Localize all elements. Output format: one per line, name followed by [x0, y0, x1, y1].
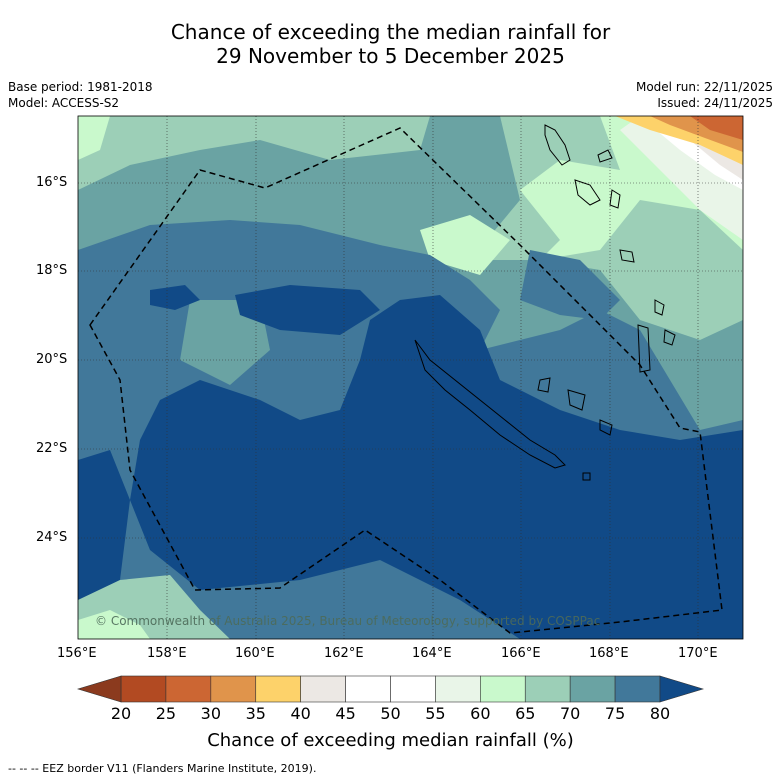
colorbar-tick-40: 40	[290, 704, 311, 723]
colorbar-segment	[524, 675, 571, 703]
island-coastline-1	[544, 124, 571, 166]
colorbar-segment	[480, 675, 526, 703]
colorbar-tick-65: 65	[515, 704, 536, 723]
island-coastline-11	[599, 419, 613, 436]
colorbar-segment	[255, 675, 301, 703]
eez-legend: -- -- -- EEZ border V11 (Flanders Marine…	[8, 762, 317, 775]
colorbar-tick-55: 55	[425, 704, 446, 723]
copyright-notice: © Commonwealth of Australia 2025, Bureau…	[95, 614, 601, 628]
colorbar-segment	[120, 675, 167, 703]
island-coastline-5	[619, 249, 635, 263]
probability-zone-60-65-corner	[78, 116, 110, 160]
lat-label-16s: 16°S	[36, 175, 68, 190]
lon-label-158: 158°E	[147, 646, 187, 661]
probability-zone-65-70-northwest	[78, 116, 430, 190]
eez-border	[89, 127, 723, 634]
colorbar-tick-30: 30	[200, 704, 221, 723]
new-caledonia-coastline	[414, 339, 566, 469]
lon-label-160: 160°E	[235, 646, 275, 661]
colorbar-tick-75: 75	[604, 704, 626, 723]
lon-label-166: 166°E	[501, 646, 541, 661]
probability-zone-60-65	[240, 116, 743, 260]
colorbar-over-arrow	[659, 675, 705, 703]
lon-label-164: 164°E	[412, 646, 452, 661]
probability-zone-over-80-patch	[150, 285, 200, 310]
lon-label-162: 162°E	[324, 646, 364, 661]
lat-label-20s: 20°S	[36, 352, 68, 367]
colorbar-segment	[435, 675, 481, 703]
probability-zone-60-65-patch	[420, 215, 510, 275]
lat-label-18s: 18°S	[36, 263, 68, 278]
island-coastline-8	[663, 329, 676, 346]
base-period: Base period: 1981-2018	[8, 80, 153, 94]
colorbar-tick-70: 70	[559, 704, 581, 723]
colorbar-tick-20: 20	[110, 704, 132, 723]
island-coastline-4	[609, 189, 621, 209]
island-coastline-3	[574, 179, 601, 206]
probability-zone-25-30	[690, 116, 743, 140]
probability-zone-over-80-central	[235, 285, 380, 335]
colorbar-segment	[165, 675, 212, 703]
colorbar-tick-80: 80	[649, 704, 671, 723]
colorbar	[76, 675, 705, 703]
colorbar-tick-50: 50	[380, 704, 401, 723]
rainfall-probability-map	[78, 116, 743, 639]
probability-zone-over-80-west	[78, 450, 130, 600]
probability-zone-60-65-southwest	[78, 610, 150, 639]
colorbar-segment	[345, 675, 391, 703]
colorbar-tick-45: 45	[335, 704, 356, 723]
lon-label-156: 156°E	[57, 646, 97, 661]
island-coastline-6	[654, 299, 665, 316]
colorbar-under-arrow	[76, 675, 122, 703]
lon-label-168: 168°E	[589, 646, 629, 661]
model-run: Model run: 22/11/2025	[635, 80, 773, 94]
chart-title-line2: 29 November to 5 December 2025	[216, 44, 565, 68]
model-name: Model: ACCESS-S2	[8, 96, 120, 110]
probability-zone-75-80-patch	[520, 250, 620, 320]
colorbar-segment	[300, 675, 346, 703]
map-frame	[77, 115, 744, 640]
island-coastline-10	[567, 389, 586, 411]
chart-title-line1: Chance of exceeding the median rainfall …	[170, 20, 611, 44]
lon-label-170: 170°E	[678, 646, 718, 661]
probability-zone-over-80-south	[130, 295, 743, 639]
island-coastline-7	[637, 324, 651, 373]
colorbar-tick-60: 60	[470, 704, 491, 723]
colorbar-tick-25: 25	[155, 704, 177, 723]
island-coastline-12	[582, 472, 591, 481]
colorbar-segment	[390, 675, 436, 703]
island-coastline-2	[597, 149, 613, 163]
colorbar-title: Chance of exceeding median rainfall (%)	[207, 730, 574, 751]
colorbar-tick-35: 35	[245, 704, 266, 723]
lat-label-22s: 22°S	[36, 441, 68, 456]
colorbar-segment	[210, 675, 257, 703]
island-coastline-9	[537, 377, 551, 393]
coastlines	[414, 124, 676, 481]
issued-date: Issued: 24/11/2025	[657, 96, 773, 110]
colorbar-segment	[614, 675, 661, 703]
lat-label-24s: 24°S	[36, 530, 68, 545]
colorbar-segment	[569, 675, 616, 703]
probability-zone-70-75-patch	[180, 300, 270, 385]
